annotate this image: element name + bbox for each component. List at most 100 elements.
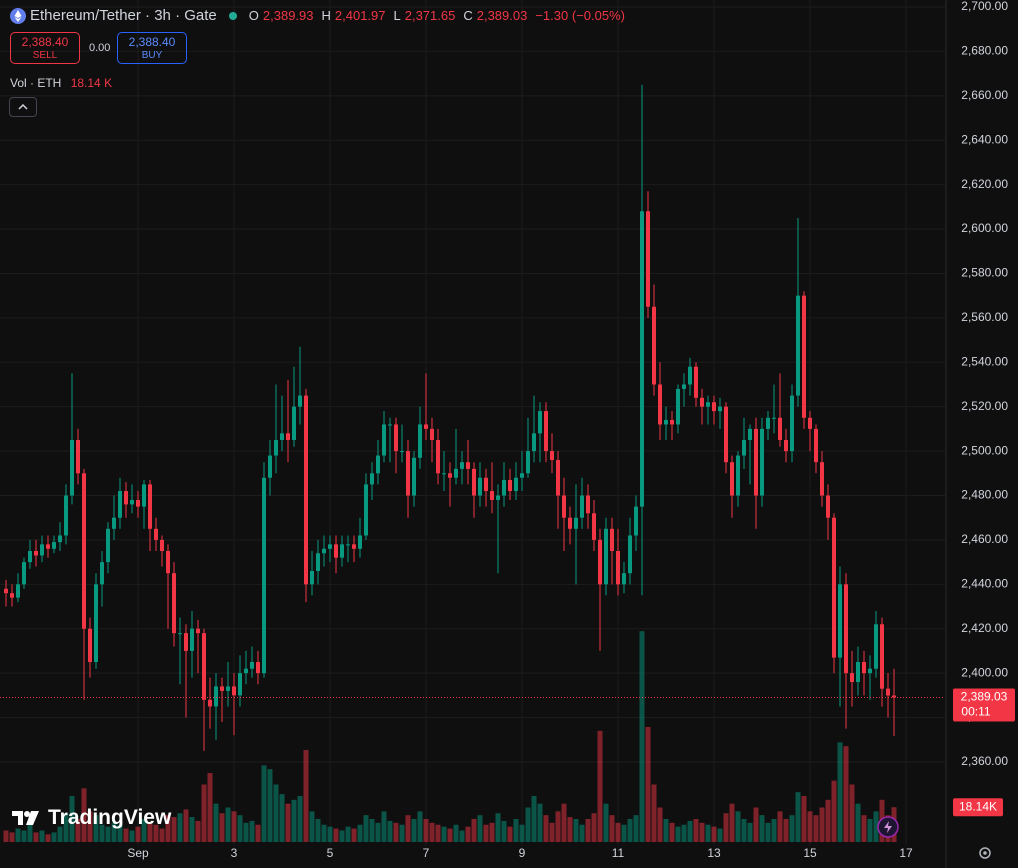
- volume-name: Vol · ETH: [10, 76, 62, 90]
- volume-bar: [615, 822, 621, 842]
- buy-button[interactable]: 2,388.40 BUY: [117, 32, 187, 64]
- volume-bar: [837, 742, 843, 842]
- candle-body: [208, 699, 212, 707]
- candle-body: [622, 573, 626, 585]
- candle-body: [430, 428, 434, 440]
- candle-body: [58, 535, 62, 543]
- candle-body: [400, 451, 404, 453]
- volume-bar: [153, 824, 159, 842]
- candle-body: [784, 439, 788, 452]
- volume-bar: [783, 819, 789, 842]
- candle-body: [718, 406, 722, 412]
- y-tick-label: 2,660.00: [961, 88, 1008, 102]
- candle-body: [772, 417, 776, 419]
- candle-body: [358, 535, 362, 549]
- volume-bar: [861, 815, 867, 842]
- volume-bar: [147, 822, 153, 842]
- candle-body: [778, 417, 782, 440]
- candle-body: [184, 633, 188, 651]
- candle-body: [112, 517, 116, 529]
- volume-bar: [465, 826, 471, 842]
- volume-bar: [813, 815, 819, 842]
- candle-body: [490, 491, 494, 500]
- volume-bar: [501, 820, 507, 842]
- volume-bar: [267, 769, 273, 842]
- candle-body: [94, 584, 98, 663]
- sell-button[interactable]: 2,388.40 SELL: [10, 32, 80, 64]
- volume-bar: [405, 815, 411, 842]
- volume-bar: [633, 815, 639, 842]
- candle-body: [148, 484, 152, 529]
- candle-body: [658, 384, 662, 425]
- volume-bar: [441, 826, 447, 842]
- candle-body: [892, 695, 896, 698]
- candle-body: [64, 495, 68, 536]
- candle-body: [304, 395, 308, 585]
- volume-bar: [537, 803, 543, 842]
- candle-body: [160, 539, 164, 552]
- candle-body: [640, 211, 644, 507]
- candle-body: [484, 477, 488, 492]
- volume-bar: [9, 832, 15, 842]
- candle-body: [88, 628, 92, 663]
- y-tick-label: 2,500.00: [961, 443, 1008, 457]
- volume-bar: [141, 819, 147, 842]
- volume-bar: [621, 824, 627, 842]
- volume-bar: [771, 819, 777, 842]
- plot-layer: [0, 0, 945, 845]
- volume-badge: [953, 798, 1003, 817]
- candle-body: [460, 462, 464, 469]
- volume-bar: [759, 815, 765, 842]
- candle-body: [454, 468, 458, 478]
- candle-body: [604, 528, 608, 585]
- candle-body: [826, 495, 830, 518]
- symbol[interactable]: Ethereum/Tether · 3h · Gate: [30, 7, 217, 24]
- candle-body: [730, 462, 734, 496]
- candle-body: [406, 451, 410, 496]
- volume-bar: [21, 830, 27, 842]
- volume-bar: [417, 811, 423, 842]
- candle-body: [166, 551, 170, 574]
- candle-body: [790, 395, 794, 452]
- x-tick-label: 13: [707, 846, 721, 860]
- y-tick-label: 2,700.00: [961, 0, 1008, 13]
- volume-bar: [711, 826, 717, 842]
- volume-bar: [639, 631, 645, 842]
- candle-body: [562, 495, 566, 518]
- volume-bar: [603, 803, 609, 842]
- brand: TradingView: [12, 806, 171, 830]
- candle-body: [820, 462, 824, 496]
- volume-bar: [597, 730, 603, 842]
- volume-bar: [447, 828, 453, 842]
- volume-bar: [819, 807, 825, 842]
- volume-bar: [393, 822, 399, 842]
- volume-bar: [831, 780, 837, 842]
- volume-bar: [801, 796, 807, 842]
- collapse-button[interactable]: [9, 97, 37, 117]
- volume-bar: [411, 819, 417, 842]
- volume-bar: [159, 828, 165, 842]
- volume-bar: [357, 824, 363, 842]
- high-label: H: [321, 8, 331, 23]
- candle-body: [10, 593, 14, 598]
- volume-bar: [339, 830, 345, 842]
- settings-icon[interactable]: [979, 847, 991, 859]
- volume-bar: [369, 819, 375, 842]
- volume-bar: [507, 826, 513, 842]
- candle-body: [178, 633, 182, 635]
- candle-body: [802, 295, 806, 418]
- candle-body: [466, 462, 470, 469]
- candle-body: [808, 417, 812, 429]
- volume-bar: [585, 819, 591, 842]
- candle-body: [766, 417, 770, 429]
- candle-body: [40, 544, 44, 556]
- x-tick-label: 9: [519, 846, 526, 860]
- volume-bar: [375, 822, 381, 842]
- y-tick-label: 2,680.00: [961, 44, 1008, 58]
- buy-label: BUY: [141, 50, 163, 61]
- volume-bar: [315, 819, 321, 842]
- candle-body: [682, 384, 686, 389]
- alert-icon[interactable]: [877, 816, 899, 838]
- symbol-icon: [10, 7, 26, 24]
